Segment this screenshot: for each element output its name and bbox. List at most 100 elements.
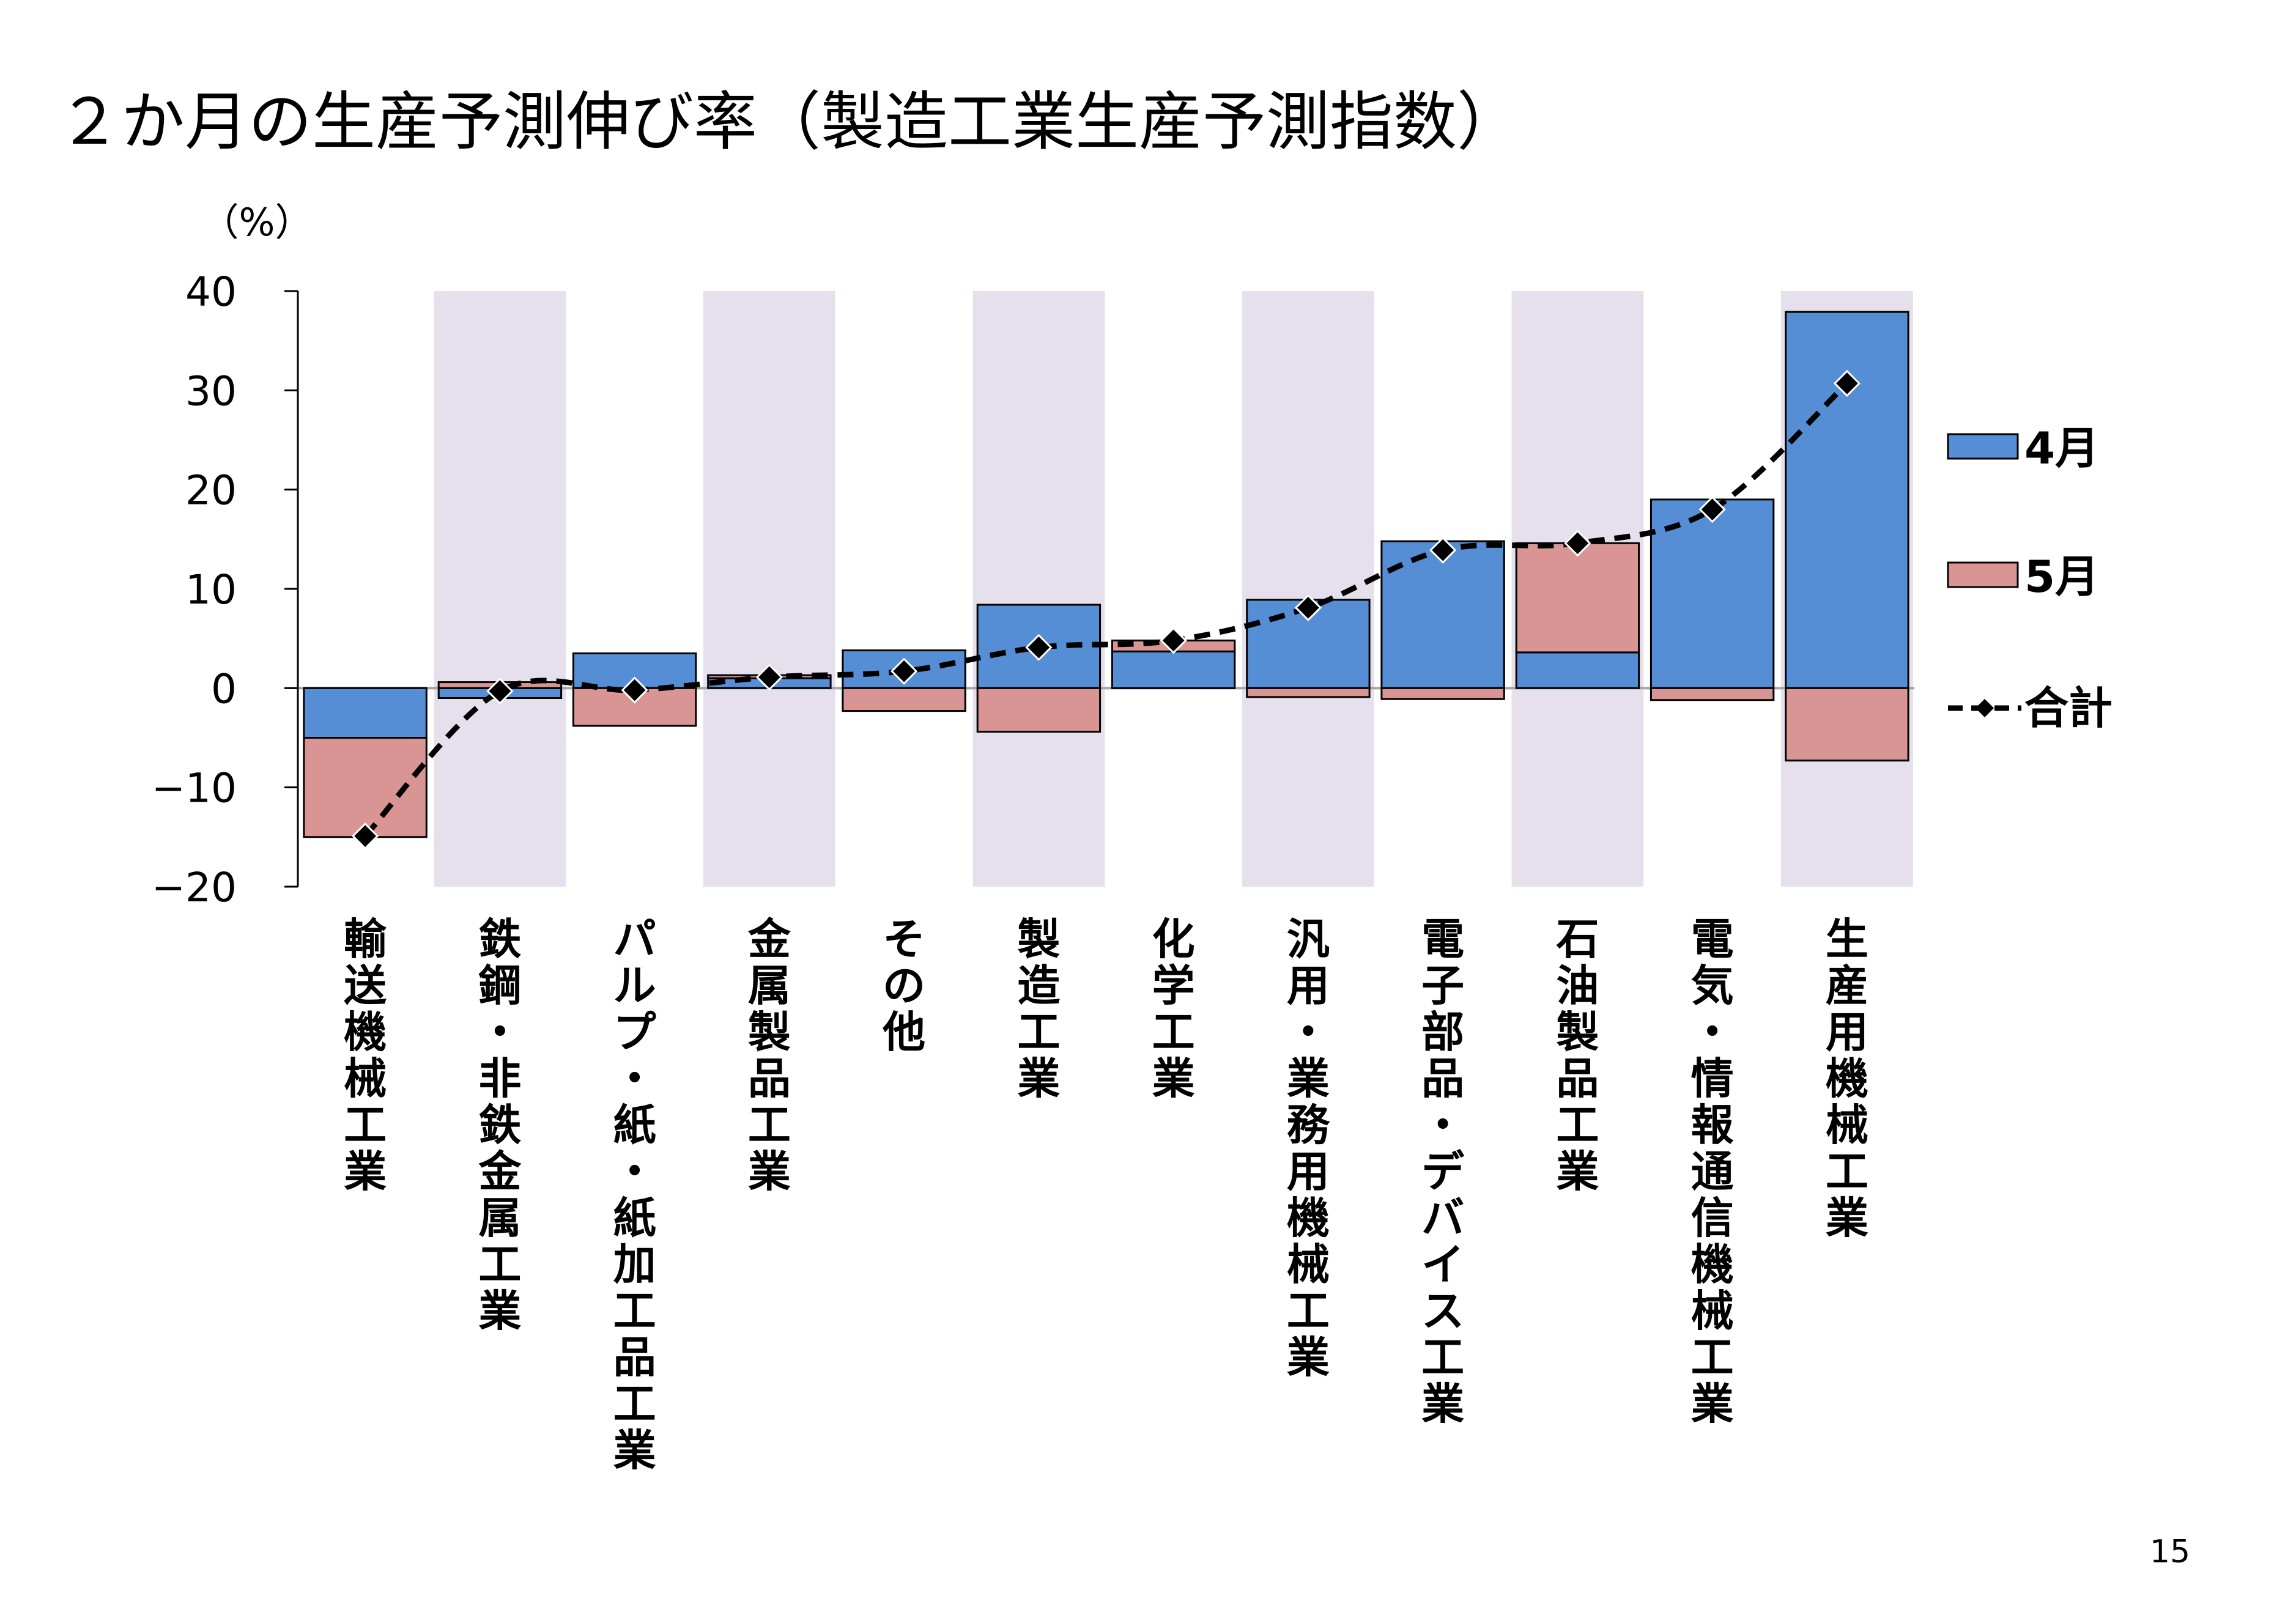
category-char: 石 xyxy=(1556,914,1599,964)
category-char: 金 xyxy=(478,1147,522,1197)
category-char: 工 xyxy=(1556,1100,1599,1150)
bar-5月-9 xyxy=(1515,542,1640,654)
category-char: 学 xyxy=(1152,961,1195,1011)
shaded-column xyxy=(972,291,1105,887)
category-char: 産 xyxy=(1826,961,1868,1011)
category-char: ス xyxy=(1421,1286,1464,1336)
category-char: 業 xyxy=(1826,1193,1868,1243)
y-tick-label: 0 xyxy=(211,665,237,712)
category-char: 機 xyxy=(344,1007,387,1057)
bar-5月-4 xyxy=(842,687,966,712)
category-char: 工 xyxy=(1826,1147,1868,1197)
category-char: 業 xyxy=(748,1147,791,1197)
category-char: 製 xyxy=(1556,1007,1599,1057)
bar-4月-9 xyxy=(1515,651,1640,689)
category-char: 部 xyxy=(1421,1007,1464,1057)
category-char: 工 xyxy=(344,1100,387,1150)
category-char: 業 xyxy=(1017,1054,1060,1104)
total-marker-3 xyxy=(755,663,783,691)
category-char: 工 xyxy=(1287,1286,1330,1336)
category-char: 化 xyxy=(1152,914,1195,964)
category-char: ・ xyxy=(1287,1007,1330,1057)
category-char: 用 xyxy=(1287,1147,1330,1197)
category-char: 鉄 xyxy=(478,1100,521,1150)
total-marker-4 xyxy=(891,657,918,685)
category-char: 輸 xyxy=(344,914,387,964)
category-char: イ xyxy=(1421,1239,1464,1290)
bar-4月-6 xyxy=(1111,650,1236,689)
category-labels: 輸送機械工業鉄鋼・非鉄金属工業パルプ・紙・紙加工品工業金属製品工業その他製造工業… xyxy=(344,914,1868,1476)
category-char: ル xyxy=(613,961,656,1011)
total-marker-1 xyxy=(486,678,514,705)
category-char: 機 xyxy=(1691,1239,1734,1290)
category-char: 機 xyxy=(1287,1193,1330,1243)
bar-4月-0 xyxy=(303,687,428,739)
category-char: 紙 xyxy=(613,1100,656,1150)
total-marker-0 xyxy=(352,822,379,850)
category-char: バ xyxy=(1421,1193,1464,1243)
category-char: 械 xyxy=(1691,1286,1734,1336)
legend-label-4月: 4月 xyxy=(2024,423,2099,474)
category-char: 金 xyxy=(747,914,791,964)
category-char: ・ xyxy=(1421,1100,1464,1150)
total-marker-10 xyxy=(1698,496,1726,523)
category-char: デ xyxy=(1421,1147,1465,1197)
category-char: 属 xyxy=(478,1193,521,1243)
category-char: 加 xyxy=(613,1239,656,1290)
bar-5月-10 xyxy=(1650,687,1775,701)
legend-label-5月: 5月 xyxy=(2024,551,2099,602)
category-char: 械 xyxy=(344,1054,387,1104)
category-char: 工 xyxy=(613,1286,656,1336)
total-marker-5 xyxy=(1025,634,1053,661)
total-marker-9 xyxy=(1564,530,1591,557)
y-axis: 40 30 20 10 0 −10 −20 xyxy=(152,268,299,911)
total-marker-7 xyxy=(1294,594,1322,621)
category-label-5: 製造工業 xyxy=(1017,914,1060,1104)
category-char: の xyxy=(883,961,925,1011)
shaded-column xyxy=(434,291,566,887)
category-char: 製 xyxy=(1017,914,1060,964)
category-char: 用 xyxy=(1287,961,1330,1011)
bar-5月-5 xyxy=(976,687,1102,733)
y-tick-label: −20 xyxy=(152,864,237,911)
category-char: 機 xyxy=(1826,1054,1868,1104)
category-char: 報 xyxy=(1691,1100,1734,1150)
total-marker-2 xyxy=(621,676,648,704)
legend-label-合計: 合計 xyxy=(2024,682,2113,734)
category-char: 子 xyxy=(1421,961,1464,1011)
page-number: 15 xyxy=(2150,1534,2190,1570)
category-char: 電 xyxy=(1691,914,1734,964)
total-marker-11 xyxy=(1833,369,1861,397)
category-char: 業 xyxy=(1287,1332,1330,1383)
bar-5月-8 xyxy=(1380,687,1505,700)
y-tick-label: 40 xyxy=(185,268,237,316)
y-tick-label: 20 xyxy=(185,467,237,514)
category-char: 鋼 xyxy=(478,961,521,1011)
category-char: 工 xyxy=(748,1100,791,1150)
category-char: プ xyxy=(613,1007,656,1057)
category-char: そ xyxy=(883,914,925,964)
y-axis-unit: （%） xyxy=(201,200,313,245)
legend-swatch-4月 xyxy=(1947,433,2019,460)
category-char: 工 xyxy=(1691,1332,1734,1383)
legend-marker-合計 xyxy=(1976,699,1994,717)
category-char: 生 xyxy=(1826,914,1868,964)
y-tick-label: 10 xyxy=(185,566,237,613)
bar-4月-11 xyxy=(1785,311,1909,689)
category-char: 工 xyxy=(1152,1007,1195,1057)
category-char: 品 xyxy=(1421,1054,1464,1104)
category-char: ・ xyxy=(613,1147,656,1197)
category-char: 他 xyxy=(882,1007,925,1057)
category-char: 電 xyxy=(1421,914,1464,964)
category-char: 鉄 xyxy=(478,914,521,964)
category-char: 信 xyxy=(1691,1193,1734,1243)
category-char: 工 xyxy=(1421,1332,1464,1383)
bar-5月-7 xyxy=(1246,687,1371,698)
category-char: 械 xyxy=(1287,1239,1330,1290)
category-char: 製 xyxy=(748,1007,791,1057)
category-char: 送 xyxy=(344,961,387,1011)
